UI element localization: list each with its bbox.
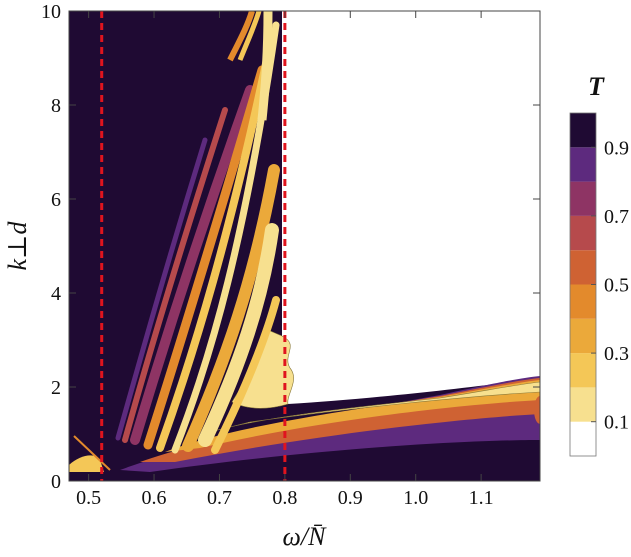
colorbar-band	[570, 147, 596, 182]
colorbar-band	[570, 250, 596, 285]
x-axis-label: ω/N̄	[283, 522, 328, 551]
plot-area	[69, 11, 540, 481]
colorbar: T 0.1 0.3 0.5 0.7 0.9	[569, 72, 629, 457]
fringe-1	[130, 85, 255, 445]
x-tick-label: 0.7	[207, 487, 232, 509]
colorbar-band	[570, 353, 596, 388]
colorbar-tick-label: 0.3	[604, 343, 629, 365]
colorbar-band	[570, 181, 596, 216]
colorbar-band	[570, 318, 596, 354]
colorbar-ticks: 0.1 0.3 0.5 0.7 0.9	[591, 137, 629, 434]
right-edge-blob	[534, 396, 540, 424]
x-tick-label: 1.1	[469, 487, 494, 509]
fringe-12	[211, 296, 280, 454]
fringe-7	[122, 107, 228, 443]
lower-left-lobe	[69, 455, 104, 472]
colorbar-bands	[570, 113, 596, 456]
colorbar-band	[570, 421, 596, 456]
fringe-10	[237, 11, 262, 61]
colorbar-band	[570, 284, 596, 319]
zero-transmission-region	[282, 11, 540, 404]
tongue-band-light	[209, 381, 540, 433]
y-tick-label: 8	[51, 95, 61, 117]
colorbar-tick-label: 0.9	[604, 137, 629, 159]
y-tick-label: 6	[51, 189, 61, 211]
diagonal-fringes	[115, 11, 280, 454]
x-axis: 0.5 0.6 0.7 0.8 0.9 1.0 1.1	[76, 11, 494, 509]
lower-left-streak	[73, 435, 111, 471]
fringe-11	[257, 11, 273, 121]
colorbar-band	[570, 387, 596, 422]
x-tick-label: 0.8	[272, 487, 297, 509]
fringe-9	[227, 11, 255, 62]
x-tick-label: 0.9	[338, 487, 363, 509]
y-axis-label: k⊥d	[3, 221, 32, 271]
fringe-8	[115, 137, 208, 441]
fringe-2	[143, 65, 267, 450]
fringe-3	[156, 41, 274, 452]
y-axis: 0 2 4 6 8 10	[41, 1, 540, 493]
colorbar-band	[570, 215, 596, 251]
plot-frame	[68, 10, 541, 482]
y-tick-label: 2	[51, 377, 61, 399]
x-tick-label: 0.6	[142, 487, 167, 509]
fringe-6	[198, 223, 279, 447]
y-tick-label: 4	[51, 283, 61, 305]
colorbar-band	[570, 113, 596, 148]
colorbar-title: T	[588, 72, 605, 101]
x-tick-label: 0.5	[76, 487, 101, 509]
y-tick-label: 10	[41, 1, 61, 23]
colorbar-tick-label: 0.5	[604, 275, 629, 297]
colorbar-tick-label: 0.7	[604, 206, 629, 228]
x-tick-label: 1.0	[403, 487, 428, 509]
fringe-5	[182, 164, 280, 452]
colorbar-tick-label: 0.1	[604, 412, 629, 434]
y-tick-label: 0	[51, 471, 61, 493]
